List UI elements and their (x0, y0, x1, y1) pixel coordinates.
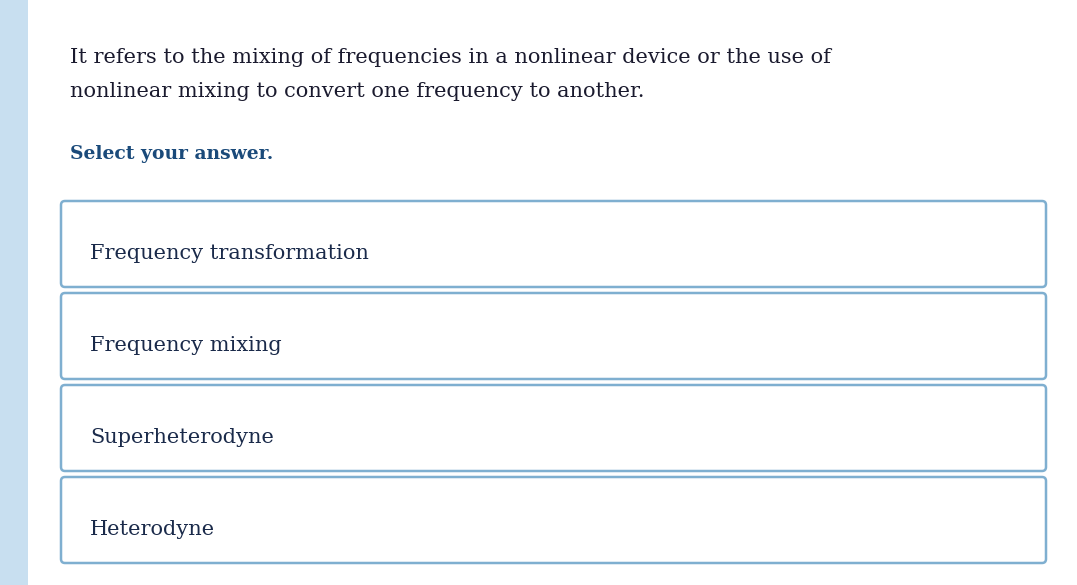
FancyBboxPatch shape (0, 0, 28, 585)
Text: Select your answer.: Select your answer. (70, 145, 274, 163)
Text: It refers to the mixing of frequencies in a nonlinear device or the use of: It refers to the mixing of frequencies i… (70, 48, 830, 67)
FancyBboxPatch shape (28, 0, 1077, 585)
Text: Frequency transformation: Frequency transformation (90, 244, 369, 263)
Text: Frequency mixing: Frequency mixing (90, 336, 281, 355)
Text: Superheterodyne: Superheterodyne (90, 428, 274, 447)
FancyBboxPatch shape (61, 477, 1046, 563)
Text: nonlinear mixing to convert one frequency to another.: nonlinear mixing to convert one frequenc… (70, 82, 644, 101)
FancyBboxPatch shape (61, 293, 1046, 379)
FancyBboxPatch shape (61, 201, 1046, 287)
Text: Heterodyne: Heterodyne (90, 520, 215, 539)
FancyBboxPatch shape (61, 385, 1046, 471)
